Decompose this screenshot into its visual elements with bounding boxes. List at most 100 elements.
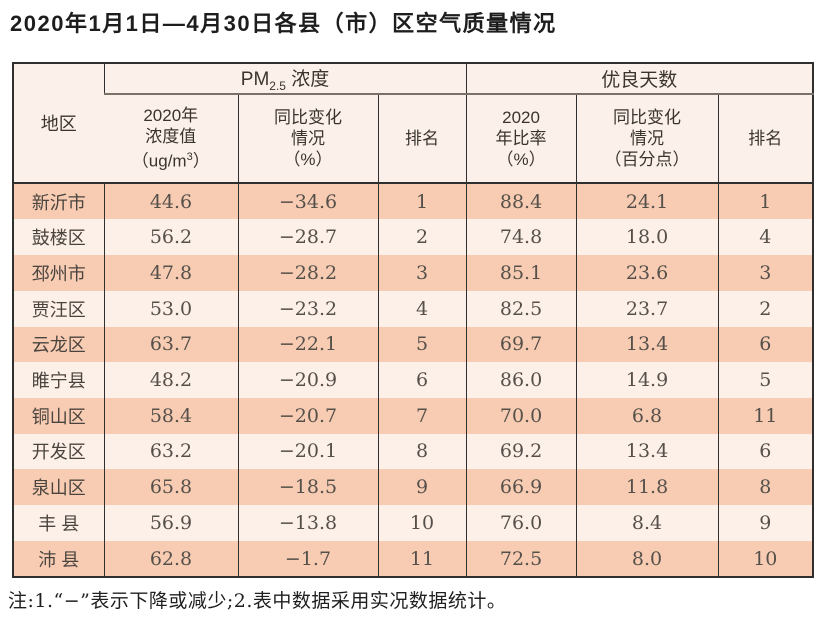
column-header-pm-value: 2020年 浓度值 （ug/m3） [104,93,238,184]
cell-pm-rank: 11 [377,540,467,578]
footnote: 注:1.“−”表示下降或减少;2.表中数据采用实况数据统计。 [8,590,507,612]
table-row: 睢宁县 48.2 −20.9 6 86.0 14.9 5 [13,362,814,398]
column-header-good-rank: 排名 [717,93,814,184]
cell-good-rate: 66.9 [465,469,577,505]
cell-pm-change: −20.1 [237,433,378,470]
cell-pm-value: 63.2 [103,433,238,470]
cell-good-rank: 6 [717,326,814,363]
table-row: 邳州市 47.8 −28.2 3 85.1 23.6 3 [13,255,814,291]
cell-good-change: 14.9 [575,362,719,398]
cell-pm-change: −22.1 [237,326,378,363]
cell-good-rank: 2 [717,290,814,327]
cell-region: 泉山区 [13,469,104,505]
header-line: 2020年 [143,105,199,125]
cell-good-rank: 9 [717,504,814,541]
table-row: 沛 县 62.8 −1.7 11 72.5 8.0 10 [13,540,814,578]
cell-good-rate: 69.7 [465,326,577,363]
cell-good-change: 8.0 [575,540,719,578]
cell-good-change: 13.4 [575,326,719,363]
cell-good-rank: 4 [717,219,814,256]
cell-good-rate: 82.5 [465,290,577,327]
page-title: 2020年1月1日—4月30日各县（市）区空气质量情况 [10,11,557,36]
cell-good-rate: 70.0 [465,397,577,434]
table-row: 鼓楼区 56.2 −28.7 2 74.8 18.0 4 [13,219,814,256]
cell-region: 鼓楼区 [13,219,104,256]
header-line: 浓度值 [145,126,197,146]
cell-good-change: 24.1 [575,182,719,220]
column-header-pm-rank: 排名 [377,93,467,184]
cell-region: 睢宁县 [13,362,104,398]
table-row: 贾汪区 53.0 −23.2 4 82.5 23.7 2 [13,290,814,327]
cell-good-rate: 74.8 [465,219,577,256]
cell-good-rate: 86.0 [465,362,577,398]
cell-pm-value: 56.9 [103,504,238,541]
cell-pm-value: 56.2 [103,219,238,256]
header-line: 同比变化 [274,107,342,127]
table-row: 云龙区 63.7 −22.1 5 69.7 13.4 6 [13,326,814,363]
cell-region: 云龙区 [13,326,104,363]
cell-good-rate: 72.5 [465,540,577,578]
table-row: 丰 县 56.9 −13.8 10 76.0 8.4 9 [13,504,814,541]
cell-good-rate: 88.4 [465,182,577,220]
column-header-good-rate: 2020 年比率 （%） [465,93,577,184]
header-line: 年比率 [495,128,547,148]
table-row: 铜山区 58.4 −20.7 7 70.0 6.8 11 [13,397,814,434]
cell-good-rate: 69.2 [465,433,577,470]
header-unit: （ug/m [131,151,187,171]
cell-good-rate: 76.0 [465,504,577,541]
column-group-pm25: PM2.5 浓度 [103,63,467,95]
cell-good-rate: 85.1 [465,255,577,291]
cell-good-change: 23.7 [575,290,719,327]
cell-pm-rank: 10 [377,504,467,541]
cell-region: 开发区 [13,433,104,470]
column-group-good-days: 优良天数 [465,63,814,95]
cell-good-rank: 8 [717,469,814,505]
cell-pm-value: 48.2 [103,362,238,398]
cell-good-rank: 10 [717,540,814,578]
cell-region: 丰 县 [13,504,104,541]
cell-good-change: 13.4 [575,433,719,470]
cell-pm-value: 58.4 [103,397,238,434]
cell-region: 沛 县 [13,540,104,578]
cell-pm-value: 47.8 [103,255,238,291]
cell-region: 新沂市 [13,182,104,220]
header-line: 情况 [291,128,325,148]
table-row: 开发区 63.2 −20.1 8 69.2 13.4 6 [13,433,814,470]
cell-pm-change: −1.7 [237,540,378,578]
cell-pm-change: −20.9 [237,362,378,398]
cell-pm-rank: 8 [377,433,467,470]
cell-pm-value: 44.6 [103,182,238,220]
cell-good-rank: 6 [717,433,814,470]
cell-good-rank: 3 [717,255,814,291]
cell-good-change: 11.8 [575,469,719,505]
cell-region: 贾汪区 [13,290,104,327]
table-header: 地区 PM2.5 浓度 优良天数 2020年 浓度值 （ug/m3） 同比变化 … [13,63,814,184]
cell-pm-value: 65.8 [103,469,238,505]
table-row: 泉山区 65.8 −18.5 9 66.9 11.8 8 [13,469,814,505]
cell-pm-value: 53.0 [103,290,238,327]
cell-good-rank: 5 [717,362,814,398]
column-header-pm-change: 同比变化 情况 （%） [237,93,378,184]
cell-pm-change: −13.8 [237,504,378,541]
cell-pm-rank: 7 [377,397,467,434]
cell-pm-change: −20.7 [237,397,378,434]
column-header-region: 地区 [13,63,104,184]
table-row: 新沂市 44.6 −34.6 1 88.4 24.1 1 [13,182,814,220]
header-unit-superscript: 3 [186,150,193,163]
cell-pm-change: −34.6 [237,182,378,220]
cell-pm-change: −18.5 [237,469,378,505]
header-sub-row: 2020年 浓度值 （ug/m3） 同比变化 情况 （%） 排名 2020 年比… [13,93,814,184]
cell-pm-change: −28.7 [237,219,378,256]
header-line: （百分点） [604,149,690,169]
header-group-row: 地区 PM2.5 浓度 优良天数 [13,63,814,184]
cell-pm-rank: 5 [377,326,467,363]
header-line: （%） [283,149,333,169]
pm25-label-base: PM [240,69,270,90]
header-line: 2020 [502,107,540,127]
cell-pm-value: 63.7 [103,326,238,363]
table-body: 新沂市 44.6 −34.6 1 88.4 24.1 1 鼓楼区 56.2 −28.7 2 74.8 1… [13,182,814,578]
cell-good-change: 8.4 [575,504,719,541]
cell-pm-rank: 6 [377,362,467,398]
header-line: 同比变化 [613,107,682,127]
cell-pm-rank: 1 [377,182,467,220]
